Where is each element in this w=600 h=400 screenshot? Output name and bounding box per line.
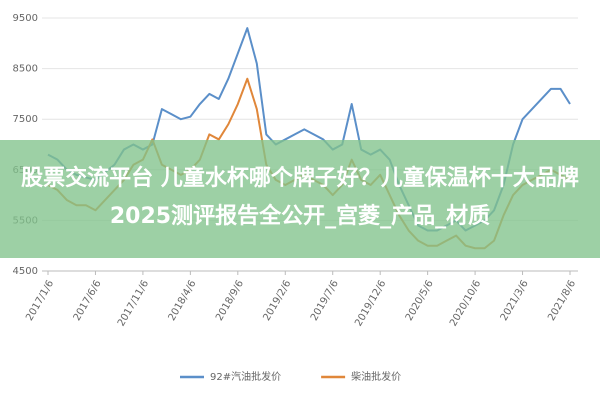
x-tick-label: 2021/8/6 xyxy=(546,279,578,323)
x-tick-label: 2017/6/6 xyxy=(72,279,104,323)
x-tick-label: 2019/12/6 xyxy=(353,279,388,329)
y-tick-label: 9500 xyxy=(13,13,38,24)
x-tick-label: 2020/10/6 xyxy=(448,279,483,329)
y-tick-label: 8500 xyxy=(13,64,38,75)
x-tick-label: 2019/2/6 xyxy=(261,279,293,323)
x-tick-label: 2017/1/6 xyxy=(24,279,56,323)
y-tick-label: 4500 xyxy=(13,266,38,277)
legend-label: 92#汽油批发价 xyxy=(210,370,281,383)
x-tick-label: 2019/7/6 xyxy=(309,279,341,323)
x-tick-label: 2018/9/6 xyxy=(214,279,246,323)
x-tick-label: 2018/4/6 xyxy=(167,279,199,323)
y-tick-label: 7500 xyxy=(13,114,38,125)
x-tick-label: 2020/5/6 xyxy=(404,279,436,323)
x-tick-label: 2021/3/6 xyxy=(499,279,531,323)
legend-label: 柴油批发价 xyxy=(351,370,401,383)
x-tick-label: 2017/11/6 xyxy=(116,279,151,329)
banner: 股票交流平台 儿童水杯哪个牌子好？儿童保温杯十大品牌2025测评报告全公开_宫菱… xyxy=(0,140,600,258)
